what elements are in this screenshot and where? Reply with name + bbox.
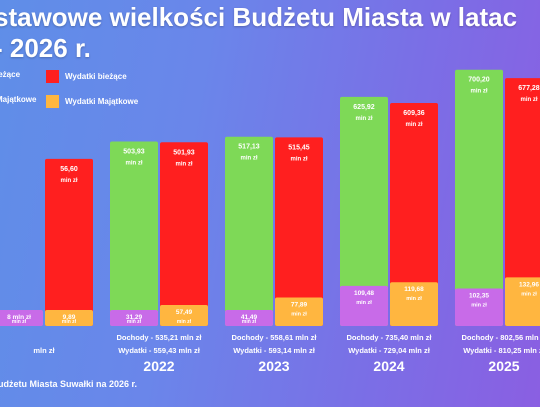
unit-label: min zł [471,303,487,309]
legend-label-wydatki-majatkowe: Wydatki Majątkowe [65,97,139,106]
bar-dochody-majatkowe [110,310,158,326]
total-dochody-label: Dochody - 535,21 mln zł [116,333,202,342]
legend-label-dochody-majatkowe: Majątkowe [0,95,37,104]
bar-wydatki-majatkowe [45,310,93,326]
unit-label: min zł [406,296,422,302]
total-wydatki-label: mln zł [33,346,55,355]
unit-label: min zł [291,311,307,317]
total-dochody-label: Dochody - 558,61 mln zł [231,333,317,342]
legend-dochody-biezace: ieżące [0,70,20,79]
chart-title-line1: stawowe wielkości Budżetu Miasta w latac [0,2,518,32]
chart-bars [0,69,540,327]
unit-label: min zł [356,300,372,306]
value-label-dochody-majatkowe: 109,48 [354,290,374,297]
value-label-wydatki-biezace: 501,93 [173,149,195,156]
unit-label: min zł [521,291,537,297]
unit-label: min zł [12,319,27,325]
value-label-dochody-majatkowe: 31,29 [126,314,143,321]
bar-dochody-majatkowe [340,285,388,326]
unit-label: min zł [62,319,77,325]
total-wydatki-label: Wydatki - 729,04 mln zł [348,346,430,355]
chart-title: stawowe wielkości Budżetu Miasta w latac… [0,2,517,64]
legend-label-wydatki-biezace: Wydatki bieżące [65,72,127,81]
value-label-wydatki-biezace: 609,36 [403,110,425,117]
bar-wydatki-biezace [160,142,208,326]
value-label-wydatki-majatkowe: 119,68 [404,286,424,293]
value-label-wydatki-biezace: 56,60 [60,166,78,173]
value-label-dochody-biezace: 625,92 [353,104,375,111]
value-label-wydatki-majatkowe: 9,89 [63,314,76,321]
total-dochody-label: Dochody - 735,40 mln zł [346,333,432,342]
legend-swatch-wydatki-majatkowe [46,95,59,108]
total-wydatki-label: Wydatki - 593,14 mln zł [233,346,315,355]
year-label-2024: 2024 [373,358,404,374]
value-label-dochody-biezace: 700,20 [468,77,490,84]
bar-wydatki-majatkowe [160,304,208,326]
legend-wydatki-biezace: Wydatki bieżące [46,70,127,83]
year-label-2022: 2022 [143,358,174,374]
unit-label: min zł [127,319,142,325]
bar-dochody-majatkowe [225,310,273,326]
unit-label: min zł [520,97,537,103]
value-label-wydatki-majatkowe: 77,89 [291,301,308,308]
chart-title-line2: - 2026 r. [0,33,91,63]
unit-label: min zł [125,161,142,167]
unit-label: min zł [405,122,422,128]
footer-note: udżetu Miasta Suwałki na 2026 r. [0,379,138,389]
unit-label: min zł [175,161,192,167]
legend-label-dochody-biezace: ieżące [0,70,21,79]
legend-dochody-majatkowe: Majątkowe [0,95,36,104]
unit-label: min zł [290,156,307,162]
unit-label: min zł [470,89,487,95]
bar-dochody-biezace [340,96,388,327]
bar-wydatki-biezace [45,158,93,326]
year-label-2023: 2023 [258,358,289,374]
bar-wydatki-majatkowe [505,277,540,326]
total-dochody-label: Dochody - 802,56 mln zł [461,333,540,342]
bar-wydatki-biezace [390,102,438,326]
legend-swatch-wydatki-biezace [46,70,59,83]
legend-wydatki-majatkowe: Wydatki Majątkowe [46,95,138,108]
bar-wydatki-biezace [275,137,323,326]
value-label-wydatki-majatkowe: 132,96 [519,281,539,288]
unit-label: min zł [355,116,372,122]
bar-dochody-majatkowe [0,310,43,326]
bar-wydatki-biezace [505,78,540,326]
unit-label: min zł [60,178,77,184]
bar-dochody-majatkowe [455,288,503,326]
bar-dochody-biezace [455,69,503,326]
value-label-dochody-majatkowe: 102,35 [469,293,489,300]
bar-dochody-biezace [110,141,158,326]
value-label-dochody-biezace: 503,93 [123,149,145,156]
value-label-dochody-biezace: 517,13 [238,144,260,151]
unit-label: min zł [240,156,257,162]
bar-wydatki-majatkowe [275,297,323,326]
value-label-dochody-majatkowe: 8 mln zł [7,314,31,321]
value-label-dochody-majatkowe: 41,49 [241,314,258,321]
unit-label: min zł [242,319,257,325]
total-wydatki-label: Wydatki - 559,43 mln zł [118,346,200,355]
bar-dochody-biezace [225,136,273,326]
year-label-2025: 2025 [488,358,519,374]
value-label-wydatki-biezace: 515,45 [288,144,310,151]
value-label-wydatki-majatkowe: 57,49 [176,309,193,316]
value-label-wydatki-biezace: 677,28 [518,85,540,92]
total-wydatki-label: Wydatki - 810,25 mln zł [463,346,540,355]
unit-label: min zł [177,319,192,325]
bar-wydatki-majatkowe [390,282,438,326]
